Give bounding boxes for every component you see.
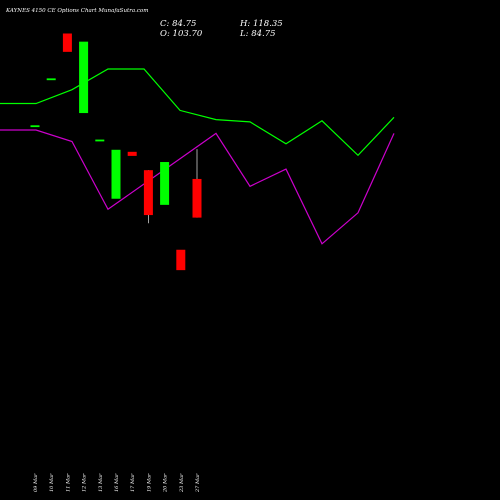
candle-body (160, 162, 170, 205)
x-tick-label: 09 Mar (33, 473, 39, 492)
x-tick-label: 19 Mar (146, 473, 152, 492)
candle-body (127, 151, 137, 156)
candle-body (192, 178, 202, 218)
open-value: O: 103.70 (160, 29, 203, 39)
high-value: H: 118.35 (240, 19, 283, 29)
x-tick-label: 12 Mar (82, 473, 88, 492)
candle-body (46, 78, 56, 81)
series-line-upper (0, 68, 395, 157)
x-tick-label: 23 Mar (179, 473, 185, 493)
candle-body (95, 139, 105, 142)
x-tick-label: 17 Mar (130, 473, 136, 492)
candle-body (62, 33, 72, 52)
x-tick-label: 11 Mar (65, 473, 71, 492)
x-tick-label: 20 Mar (163, 473, 169, 493)
series-line-lower (0, 129, 395, 245)
candle-body (176, 249, 186, 271)
x-tick-label: 10 Mar (49, 473, 55, 492)
candle-body (30, 125, 40, 128)
low-value: L: 84.75 (240, 29, 276, 39)
x-tick-label: 16 Mar (114, 473, 120, 492)
close-value: C: 84.75 (160, 19, 197, 29)
candle-body (111, 149, 121, 199)
x-tick-label: 13 Mar (98, 473, 104, 492)
chart-title: KAYNES 4150 CE Options Chart MunafaSutra… (6, 8, 149, 14)
candle-body (143, 170, 153, 216)
candle-body (79, 41, 89, 114)
x-tick-label: 27 Mar (195, 473, 201, 493)
